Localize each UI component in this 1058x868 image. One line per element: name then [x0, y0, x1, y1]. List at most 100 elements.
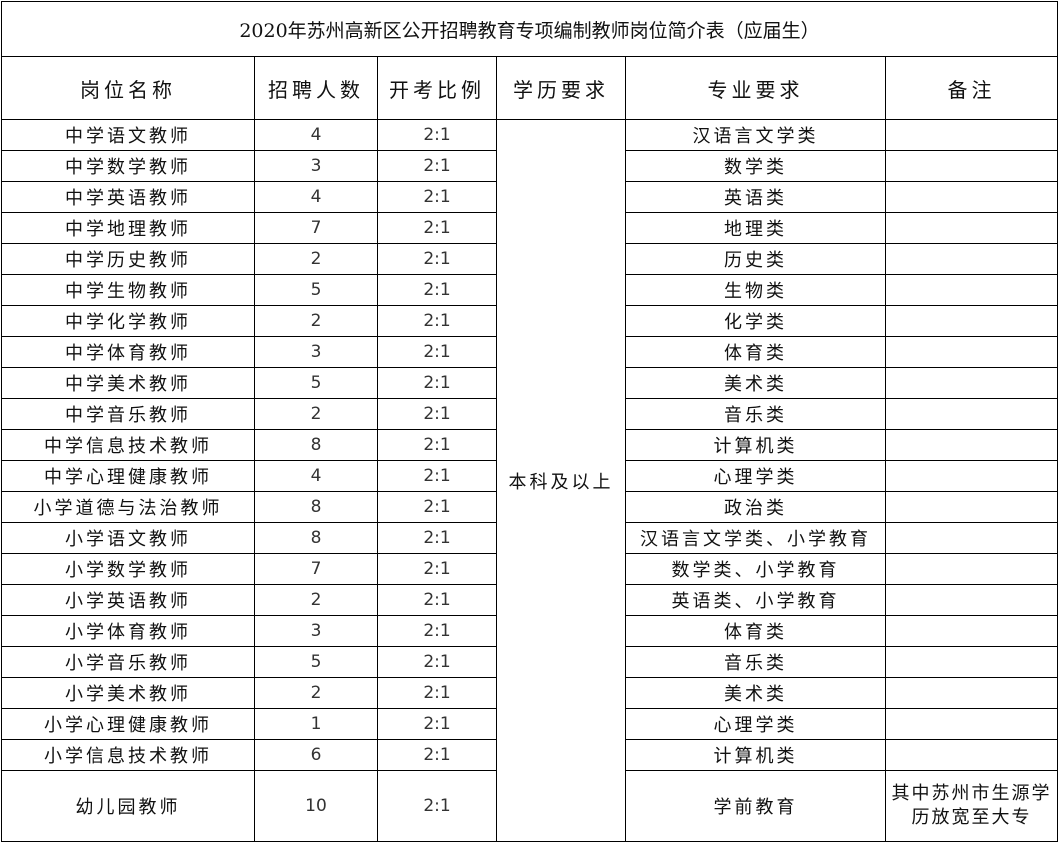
header-position: 岗位名称	[1, 56, 255, 120]
cell-position: 小学音乐教师	[1, 646, 255, 678]
table-row: 小学美术教师 2 2:1 美术类	[1, 677, 1058, 709]
cell-note	[884, 212, 1058, 244]
cell-position: 小学道德与法治教师	[1, 491, 255, 523]
cell-ratio: 2:1	[377, 491, 497, 523]
cell-ratio: 2:1	[377, 677, 497, 709]
cell-major: 计算机类	[625, 739, 886, 771]
cell-ratio: 2:1	[377, 429, 497, 461]
cell-position: 幼儿园教师	[1, 770, 255, 842]
cell-position: 中学美术教师	[1, 367, 255, 399]
cell-count: 2	[254, 398, 378, 430]
cell-position: 中学地理教师	[1, 212, 255, 244]
table-row: 小学信息技术教师 6 2:1 计算机类	[1, 739, 1058, 771]
cell-ratio: 2:1	[377, 522, 497, 554]
cell-education: 本科及以上	[496, 119, 626, 842]
cell-ratio: 2:1	[377, 367, 497, 399]
cell-major: 心理学类	[625, 460, 886, 492]
cell-major: 化学类	[625, 305, 886, 337]
table-row: 小学音乐教师 5 2:1 音乐类	[1, 646, 1058, 678]
cell-count: 3	[254, 150, 378, 182]
cell-major: 历史类	[625, 243, 886, 275]
table-title: 2020年苏州高新区公开招聘教育专项编制教师岗位简介表（应届生）	[0, 1, 1058, 57]
cell-note	[884, 305, 1058, 337]
cell-note	[884, 553, 1058, 585]
cell-count: 10	[254, 770, 378, 842]
cell-position: 小学语文教师	[1, 522, 255, 554]
table-row: 中学地理教师 7 2:1 地理类	[1, 212, 1058, 244]
cell-count: 2	[254, 305, 378, 337]
cell-count: 8	[254, 429, 378, 461]
cell-note	[884, 646, 1058, 678]
table-row: 中学信息技术教师 8 2:1 计算机类	[1, 429, 1058, 461]
cell-position: 中学数学教师	[1, 150, 255, 182]
cell-position: 小学心理健康教师	[1, 708, 255, 740]
header-note: 备注	[884, 56, 1058, 120]
cell-position: 中学化学教师	[1, 305, 255, 337]
cell-ratio: 2:1	[377, 181, 497, 213]
cell-ratio: 2:1	[377, 119, 497, 151]
cell-major: 音乐类	[625, 398, 886, 430]
cell-major: 美术类	[625, 367, 886, 399]
cell-note	[884, 336, 1058, 368]
cell-note	[884, 522, 1058, 554]
cell-major: 数学类、小学教育	[625, 553, 886, 585]
cell-note	[884, 460, 1058, 492]
cell-position: 中学信息技术教师	[1, 429, 255, 461]
header-education: 学历要求	[496, 56, 626, 120]
cell-major: 美术类	[625, 677, 886, 709]
cell-position: 小学数学教师	[1, 553, 255, 585]
positions-table: 2020年苏州高新区公开招聘教育专项编制教师岗位简介表（应届生） 岗位名称 招聘…	[0, 1, 1058, 842]
cell-major: 生物类	[625, 274, 886, 306]
cell-note	[884, 739, 1058, 771]
table-row: 幼儿园教师 10 2:1 学前教育 其中苏州市生源学历放宽至大专	[1, 770, 1058, 842]
cell-major: 英语类	[625, 181, 886, 213]
cell-major: 政治类	[625, 491, 886, 523]
cell-note: 其中苏州市生源学历放宽至大专	[884, 770, 1058, 842]
header-ratio: 开考比例	[377, 56, 497, 120]
header-major: 专业要求	[625, 56, 886, 120]
cell-note	[884, 615, 1058, 647]
cell-ratio: 2:1	[377, 150, 497, 182]
cell-note	[884, 119, 1058, 151]
cell-count: 2	[254, 677, 378, 709]
cell-major: 体育类	[625, 615, 886, 647]
cell-note	[884, 181, 1058, 213]
cell-major: 地理类	[625, 212, 886, 244]
cell-major: 数学类	[625, 150, 886, 182]
table-row: 小学心理健康教师 1 2:1 心理学类	[1, 708, 1058, 740]
cell-position: 小学英语教师	[1, 584, 255, 616]
cell-count: 7	[254, 553, 378, 585]
cell-ratio: 2:1	[377, 770, 497, 842]
cell-position: 中学英语教师	[1, 181, 255, 213]
cell-ratio: 2:1	[377, 708, 497, 740]
cell-count: 2	[254, 243, 378, 275]
table-row: 中学美术教师 5 2:1 美术类	[1, 367, 1058, 399]
cell-major: 心理学类	[625, 708, 886, 740]
cell-count: 7	[254, 212, 378, 244]
cell-count: 4	[254, 119, 378, 151]
cell-ratio: 2:1	[377, 212, 497, 244]
cell-major: 计算机类	[625, 429, 886, 461]
cell-ratio: 2:1	[377, 243, 497, 275]
cell-ratio: 2:1	[377, 336, 497, 368]
header-row: 岗位名称 招聘人数 开考比例 学历要求 专业要求 备注	[1, 56, 1058, 120]
cell-position: 小学体育教师	[1, 615, 255, 647]
cell-count: 5	[254, 367, 378, 399]
cell-note	[884, 274, 1058, 306]
cell-ratio: 2:1	[377, 398, 497, 430]
table-row: 小学道德与法治教师 8 2:1 政治类	[1, 491, 1058, 523]
cell-count: 1	[254, 708, 378, 740]
title-row: 2020年苏州高新区公开招聘教育专项编制教师岗位简介表（应届生）	[0, 1, 1058, 57]
cell-note	[884, 491, 1058, 523]
cell-count: 3	[254, 336, 378, 368]
cell-count: 6	[254, 739, 378, 771]
cell-position: 中学生物教师	[1, 274, 255, 306]
table-row: 中学历史教师 2 2:1 历史类	[1, 243, 1058, 275]
cell-major: 英语类、小学教育	[625, 584, 886, 616]
cell-note	[884, 243, 1058, 275]
cell-major: 汉语言文学类、小学教育	[625, 522, 886, 554]
cell-count: 3	[254, 615, 378, 647]
cell-note	[884, 677, 1058, 709]
cell-position: 中学历史教师	[1, 243, 255, 275]
cell-count: 5	[254, 646, 378, 678]
